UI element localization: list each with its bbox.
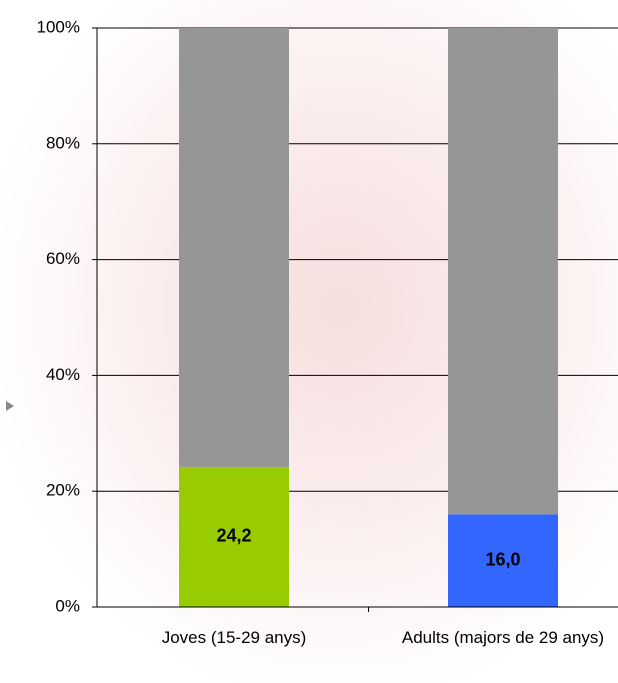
bar-segment (179, 28, 289, 467)
arrow-decoration (6, 401, 14, 411)
y-tick-label: 20% (46, 481, 80, 500)
y-tick-label: 40% (46, 365, 80, 384)
data-label: 16,0 (485, 549, 520, 569)
y-tick-label: 80% (46, 133, 80, 152)
x-tick-label: Joves (15-29 anys) (161, 628, 307, 647)
y-tick-label: 60% (46, 249, 80, 268)
y-tick-label: 0% (55, 596, 80, 615)
x-tick-label: Adults (majors de 29 anys) (401, 628, 605, 647)
bar-segment (448, 28, 558, 515)
data-label: 24,2 (216, 526, 251, 546)
bar-segment (179, 466, 289, 607)
y-tick-label: 100% (37, 17, 80, 36)
bar-segment (448, 514, 558, 607)
